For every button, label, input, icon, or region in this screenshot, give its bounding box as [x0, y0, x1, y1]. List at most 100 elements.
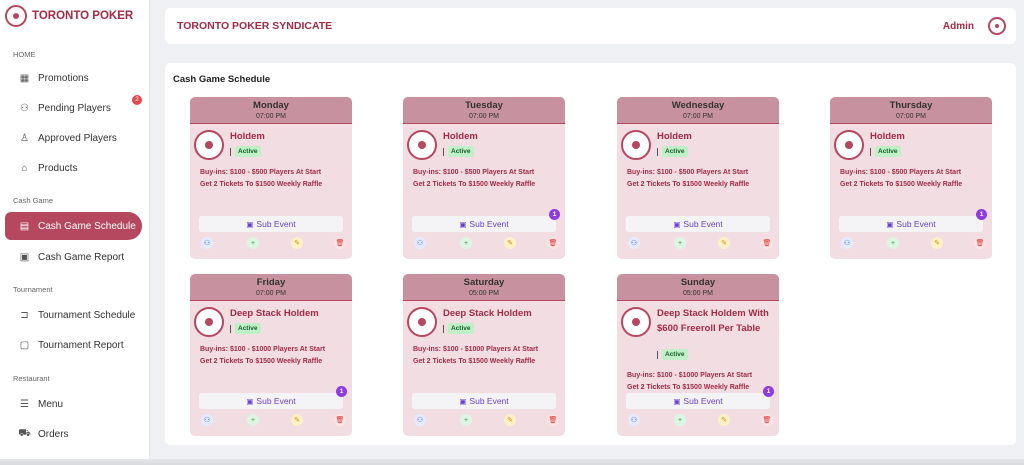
game-logo-icon: [194, 130, 224, 160]
players-icon[interactable]: ⚇: [628, 414, 640, 426]
brand-name: TORONTO POKER: [32, 10, 134, 22]
edit-icon[interactable]: ✎: [718, 414, 730, 426]
card-actions: ⚇ + ✎ 🗑: [414, 414, 559, 426]
header-user: Admin: [943, 17, 1006, 35]
status-badge: Active: [448, 146, 474, 157]
edit-icon[interactable]: ✎: [291, 237, 303, 249]
add-icon[interactable]: +: [674, 237, 686, 249]
bracket-icon: ⊐: [20, 309, 29, 321]
game-logo-icon: [621, 130, 651, 160]
schedule-card-tuesday[interactable]: Tuesday 07:00 PM Holdem Active Buy-ins: $100…: [403, 97, 565, 259]
sub-event-label: Sub Event: [896, 219, 936, 229]
schedule-card-friday[interactable]: Friday 07:00 PM Deep Stack Holdem Active Buy…: [190, 274, 352, 436]
status-row: Active: [870, 146, 901, 157]
sidebar-item-orders[interactable]: ⛟ Orders: [5, 420, 142, 448]
schedule-card-sunday[interactable]: Sunday 05:00 PM Deep Stack Holdem With $60…: [617, 274, 779, 436]
edit-icon[interactable]: ✎: [718, 237, 730, 249]
edit-icon[interactable]: ✎: [504, 414, 516, 426]
game-logo-icon: [407, 130, 437, 160]
sub-event-button[interactable]: ▣ Sub Event: [199, 216, 343, 232]
raffle-text: Get 2 Tickets To $1500 Weekly Raffle: [627, 180, 750, 188]
edit-icon[interactable]: ✎: [504, 237, 516, 249]
card-description: Buy-ins: $100 - $1000 Players At Start Ge…: [627, 370, 777, 393]
sub-event-button[interactable]: ▣ Sub Event: [199, 393, 343, 409]
delete-icon[interactable]: 🗑: [547, 237, 559, 249]
calendar-icon: ▣: [246, 219, 254, 229]
sub-event-count-badge: 1: [763, 386, 774, 397]
sub-event-button[interactable]: ▣ Sub Event: [839, 216, 983, 232]
edit-icon[interactable]: ✎: [931, 237, 943, 249]
buy-in-text: Buy-ins: $100 - $1000 Players At Start: [627, 372, 753, 379]
sub-event-button[interactable]: ▣ Sub Event: [412, 216, 556, 232]
sub-event-button[interactable]: ▣ Sub Event: [626, 216, 770, 232]
players-icon[interactable]: ⚇: [841, 237, 853, 249]
status-row: Active: [657, 146, 688, 157]
game-name: Deep Stack Holdem With $600 Freeroll Per…: [657, 308, 769, 334]
sidebar-item-cash-game-schedule[interactable]: ▤ Cash Game Schedule: [5, 212, 142, 240]
status-divider: [443, 324, 444, 333]
game-name: Holdem: [870, 131, 905, 142]
admin-label[interactable]: Admin: [942, 20, 974, 32]
raffle-text: Get 2 Tickets To $1500 Weekly Raffle: [413, 357, 536, 365]
add-icon[interactable]: +: [674, 414, 686, 426]
delete-icon[interactable]: 🗑: [334, 414, 346, 426]
schedule-card-thursday[interactable]: Thursday 07:00 PM Holdem Active Buy-ins: $10…: [830, 97, 992, 259]
sidebar-item-tournament-schedule[interactable]: ⊐ Tournament Schedule: [5, 301, 142, 329]
sidebar-item-menu[interactable]: ☰ Menu: [5, 390, 142, 418]
add-icon[interactable]: +: [460, 237, 472, 249]
players-icon[interactable]: ⚇: [201, 414, 213, 426]
card-description: Buy-ins: $100 - $500 Players At Start Get…: [413, 167, 563, 190]
section-home: HOME: [13, 50, 36, 59]
clipboard-icon: ▢: [19, 339, 30, 351]
card-header: Friday 07:00 PM: [190, 274, 352, 301]
sidebar-item-cash-game-report[interactable]: ▣ Cash Game Report: [5, 243, 142, 271]
buy-in-text: Buy-ins: $100 - $1000 Players At Start: [200, 346, 326, 353]
sidebar-item-approved-players[interactable]: ♙ Approved Players: [5, 124, 142, 152]
pending-count-badge: 2: [132, 95, 142, 105]
game-logo-icon: [834, 130, 864, 160]
sidebar-item-label: Cash Game Report: [38, 251, 125, 263]
add-icon[interactable]: +: [247, 414, 259, 426]
brand[interactable]: TORONTO POKER: [0, 0, 149, 32]
players-icon[interactable]: ⚇: [414, 237, 426, 249]
add-icon[interactable]: +: [247, 237, 259, 249]
schedule-card-monday[interactable]: Monday 07:00 PM Holdem Active Buy-ins: $100 …: [190, 97, 352, 259]
calendar-icon: ▣: [673, 219, 681, 229]
players-icon[interactable]: ⚇: [628, 237, 640, 249]
add-icon[interactable]: +: [460, 414, 472, 426]
sub-event-label: Sub Event: [683, 396, 723, 406]
store-icon: ⌂: [21, 162, 28, 174]
card-header: Saturday 05:00 PM: [403, 274, 565, 301]
raffle-text: Get 2 Tickets To $1500 Weekly Raffle: [200, 357, 323, 365]
sub-event-button[interactable]: ▣ Sub Event: [626, 393, 770, 409]
card-time: 05:00 PM: [683, 290, 713, 297]
game-logo-icon: [407, 307, 437, 337]
schedule-card-saturday[interactable]: Saturday 05:00 PM Deep Stack Holdem Active B…: [403, 274, 565, 436]
sidebar-item-tournament-report[interactable]: ▢ Tournament Report: [5, 331, 142, 359]
delete-icon[interactable]: 🗑: [974, 237, 986, 249]
players-icon[interactable]: ⚇: [201, 237, 213, 249]
card-description: Buy-ins: $100 - $1000 Players At Start Ge…: [200, 344, 350, 367]
delete-icon[interactable]: 🗑: [761, 414, 773, 426]
game-name: Holdem: [657, 131, 692, 142]
sidebar-item-pending-players[interactable]: ⚇ Pending Players 2: [5, 94, 142, 122]
card-actions: ⚇ + ✎ 🗑: [628, 414, 773, 426]
delete-icon[interactable]: 🗑: [547, 414, 559, 426]
sub-event-button[interactable]: ▣ Sub Event: [412, 393, 556, 409]
calendar-icon: ▣: [459, 219, 467, 229]
calendar-icon: ▣: [246, 396, 254, 406]
card-header: Tuesday 07:00 PM: [403, 97, 565, 124]
schedule-card-wednesday[interactable]: Wednesday 07:00 PM Holdem Active Buy-ins: $1…: [617, 97, 779, 259]
sidebar-item-promotions[interactable]: ▦ Promotions: [5, 64, 142, 92]
delete-icon[interactable]: 🗑: [761, 237, 773, 249]
user-check-icon: ♙: [20, 132, 29, 144]
delete-icon[interactable]: 🗑: [334, 237, 346, 249]
add-icon[interactable]: +: [887, 237, 899, 249]
players-icon[interactable]: ⚇: [414, 414, 426, 426]
avatar[interactable]: [988, 17, 1006, 35]
users-icon: ⚇: [20, 102, 29, 114]
edit-icon[interactable]: ✎: [291, 414, 303, 426]
card-actions: ⚇ + ✎ 🗑: [201, 414, 346, 426]
sidebar-item-products[interactable]: ⌂ Products: [5, 154, 142, 182]
sub-event-count-badge: 1: [549, 209, 560, 220]
